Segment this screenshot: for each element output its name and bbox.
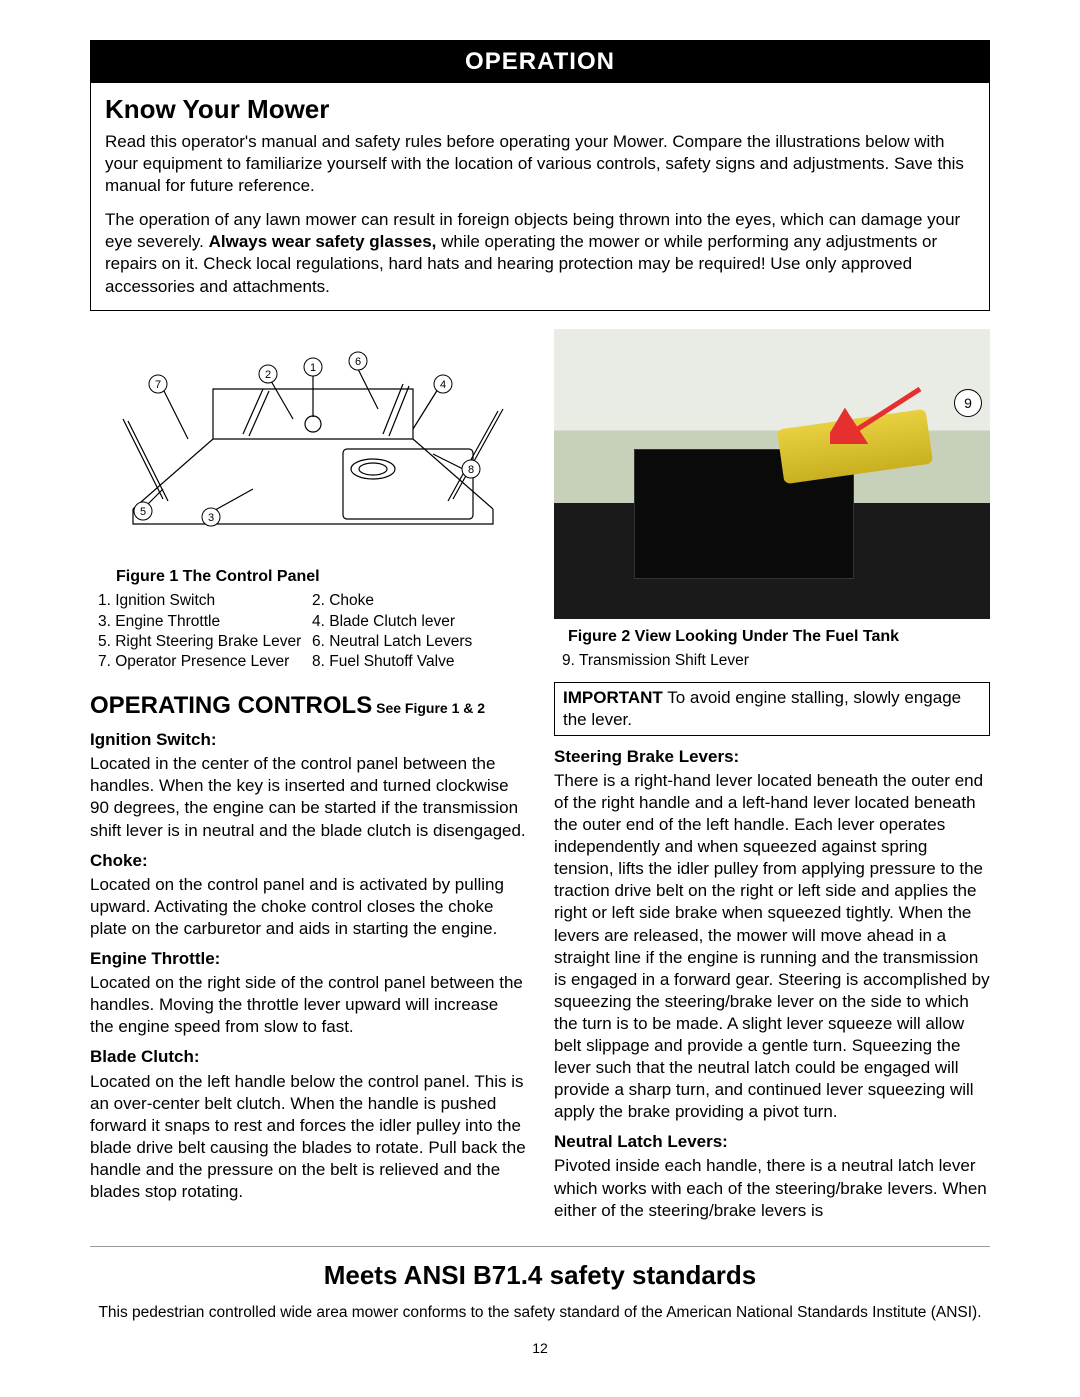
- steering-head: Steering Brake Levers:: [554, 746, 990, 768]
- svg-text:2: 2: [265, 369, 271, 381]
- figure-2-photo: 9: [554, 329, 990, 619]
- blade-clutch-text: Located on the left handle below the con…: [90, 1071, 526, 1204]
- blade-clutch-head: Blade Clutch:: [90, 1046, 526, 1068]
- left-column: 1 2 3 4 5 6 7 8 Figure 1 The Control Pan…: [90, 329, 526, 1228]
- callout-9: 9: [954, 389, 982, 417]
- legend-cell: 1. Ignition Switch: [98, 591, 312, 611]
- intro-title: Know Your Mower: [105, 93, 975, 127]
- steering-text: There is a right-hand lever located bene…: [554, 770, 990, 1124]
- figure-1-caption: Figure 1 The Control Panel: [116, 567, 526, 588]
- figure-2-caption: Figure 2 View Looking Under The Fuel Tan…: [568, 627, 990, 648]
- legend-cell: 2. Choke: [312, 591, 526, 611]
- ignition-text: Located in the center of the control pan…: [90, 753, 526, 841]
- controls-title-sub: See Figure 1 & 2: [372, 700, 485, 716]
- important-box: IMPORTANT To avoid engine stalling, slow…: [554, 682, 990, 736]
- svg-text:1: 1: [310, 362, 316, 374]
- ansi-text: This pedestrian controlled wide area mow…: [90, 1303, 990, 1323]
- choke-head: Choke:: [90, 850, 526, 872]
- legend-cell: 4. Blade Clutch lever: [312, 612, 526, 632]
- svg-text:5: 5: [140, 506, 146, 518]
- arrow-icon: [830, 384, 930, 444]
- neutral-latch-head: Neutral Latch Levers:: [554, 1131, 990, 1153]
- page-number: 12: [90, 1339, 990, 1357]
- ansi-title: Meets ANSI B71.4 safety standards: [90, 1259, 990, 1293]
- svg-text:3: 3: [208, 512, 214, 524]
- figure-1-legend: 1. Ignition Switch2. Choke 3. Engine Thr…: [98, 591, 526, 672]
- figure-2-legend: 9. Transmission Shift Lever: [562, 651, 990, 671]
- intro-p2-bold: Always wear safety glasses,: [209, 232, 437, 251]
- svg-text:7: 7: [155, 379, 161, 391]
- divider: [90, 1246, 990, 1247]
- svg-text:6: 6: [355, 356, 361, 368]
- intro-box: Know Your Mower Read this operator's man…: [90, 83, 990, 310]
- section-header: OPERATION: [90, 40, 990, 83]
- choke-text: Located on the control panel and is acti…: [90, 874, 526, 940]
- right-column: 9 Figure 2 View Looking Under The Fuel T…: [554, 329, 990, 1228]
- throttle-text: Located on the right side of the control…: [90, 972, 526, 1038]
- throttle-head: Engine Throttle:: [90, 948, 526, 970]
- important-label: IMPORTANT: [563, 688, 663, 707]
- legend-cell: 6. Neutral Latch Levers: [312, 632, 526, 652]
- svg-text:8: 8: [468, 464, 474, 476]
- neutral-latch-text: Pivoted inside each handle, there is a n…: [554, 1155, 990, 1221]
- legend-cell: 3. Engine Throttle: [98, 612, 312, 632]
- figure-1-diagram: 1 2 3 4 5 6 7 8: [90, 329, 526, 559]
- operating-controls-title: OPERATING CONTROLS See Figure 1 & 2: [90, 690, 526, 721]
- legend-cell: 5. Right Steering Brake Lever: [98, 632, 312, 652]
- controls-title-main: OPERATING CONTROLS: [90, 692, 372, 719]
- intro-p2: The operation of any lawn mower can resu…: [105, 209, 975, 297]
- svg-text:4: 4: [440, 379, 446, 391]
- ignition-head: Ignition Switch:: [90, 729, 526, 751]
- legend-cell: 8. Fuel Shutoff Valve: [312, 652, 526, 672]
- main-columns: 1 2 3 4 5 6 7 8 Figure 1 The Control Pan…: [90, 329, 990, 1228]
- intro-p1: Read this operator's manual and safety r…: [105, 131, 975, 197]
- legend-cell: 7. Operator Presence Lever: [98, 652, 312, 672]
